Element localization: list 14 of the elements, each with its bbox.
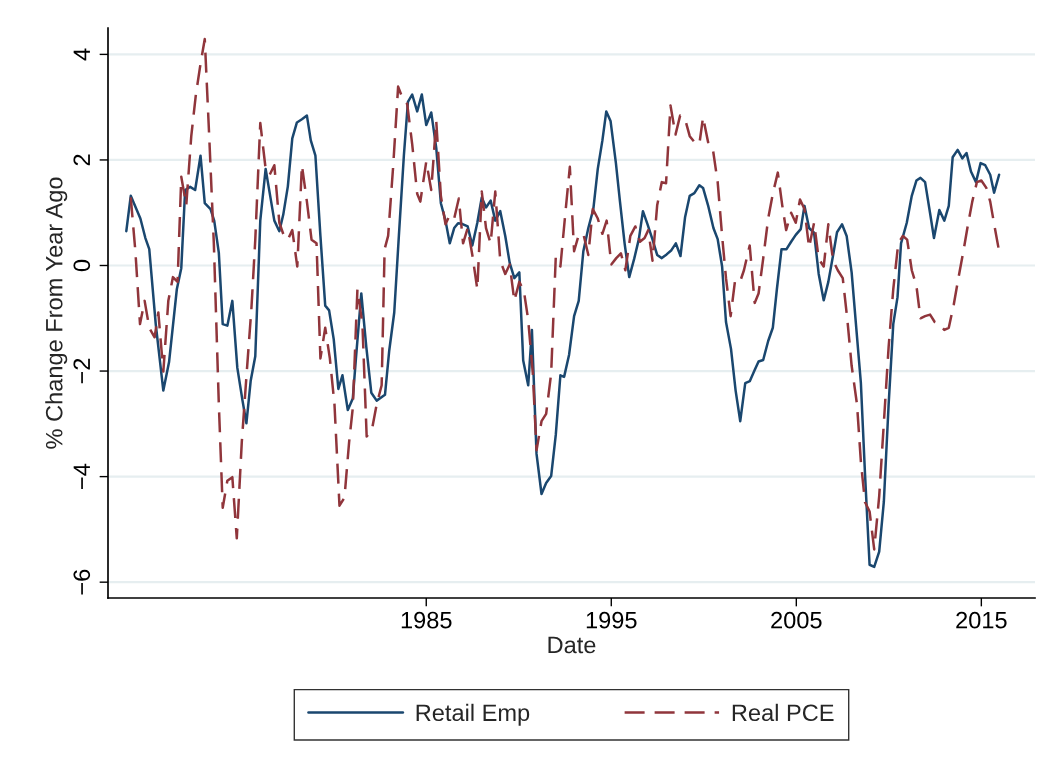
y-axis-title: % Change From Year Ago [45,177,68,449]
x-tick-label: 2015 [956,611,1007,629]
x-tick-label: 1985 [401,611,452,629]
y-tick-label: 4 [73,48,90,61]
x-tick-label: 1995 [586,611,637,629]
y-tick-label: 2 [73,154,90,166]
y-tick-label: −6 [73,569,91,595]
x-axis-title: Date [548,636,596,654]
legend-label: Real PCE [732,703,834,722]
legend-label: Retail Emp [416,703,530,726]
x-tick-label: 2005 [771,611,822,629]
y-tick-label: −4 [73,463,90,489]
y-tick-label: −2 [73,358,90,384]
y-tick-label: 0 [73,259,91,272]
